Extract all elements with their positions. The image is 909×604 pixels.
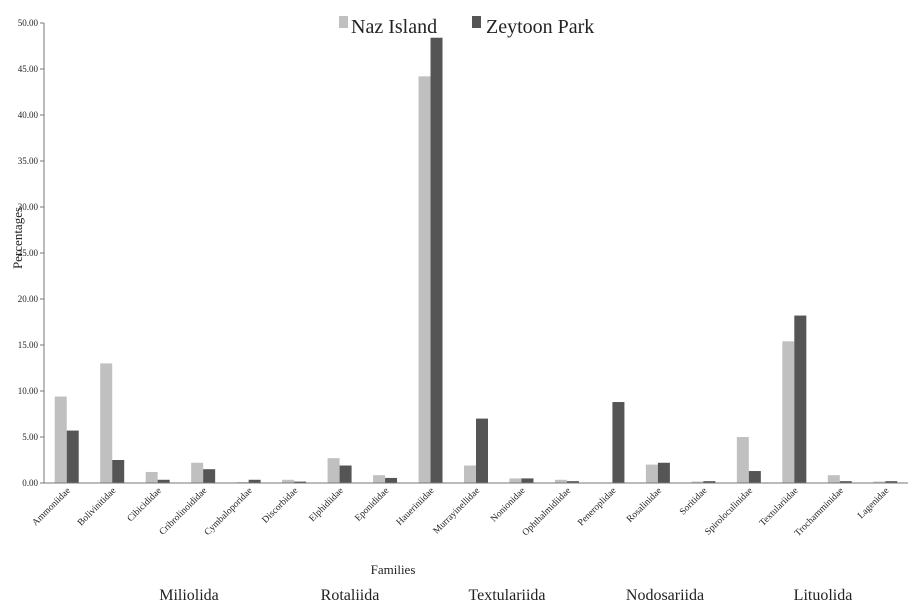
bar-naz-island-soritidae xyxy=(691,481,704,483)
x-tick-label: Soritidae xyxy=(678,486,709,517)
y-tick-label: 25.00 xyxy=(18,248,39,258)
bar-zeytoon-park-peneroplidae xyxy=(612,402,625,483)
bar-naz-island-nonionidae xyxy=(509,478,522,483)
x-tick-label: Nonionidae xyxy=(489,486,527,524)
order-group-labels: Miliolida Rotaliida Textulariida Nodosar… xyxy=(159,587,852,604)
legend-swatch-zeytoon-park xyxy=(472,16,481,28)
x-tick-label: Bolivinitidae xyxy=(76,486,118,528)
bar-naz-island-elphidiidae xyxy=(327,458,340,483)
y-axis-ticks: 0.00 5.00 10.00 15.00 20.00 25.00 30.00 35.00 40… xyxy=(18,18,44,488)
bar-naz-island-bolivinitidae xyxy=(100,363,113,483)
bar-zeytoon-park-cymbaloporidae xyxy=(248,479,261,483)
y-tick-label: 0.00 xyxy=(22,478,38,488)
x-tick-label: Discorbidae xyxy=(261,486,301,526)
y-tick-label: 35.00 xyxy=(18,156,39,166)
x-tick-label: Murrayinellidae xyxy=(432,486,482,536)
x-tick-label: Elphidiidae xyxy=(308,486,346,524)
bar-naz-island-haueriniidae xyxy=(418,76,431,484)
bar-zeytoon-park-lagenidae xyxy=(885,481,898,483)
legend: Naz Island Zeytoon Park xyxy=(339,16,594,38)
bar-zeytoon-park-elphidiidae xyxy=(339,465,352,483)
bar-zeytoon-park-haueriniidae xyxy=(430,37,443,483)
y-tick-label: 30.00 xyxy=(18,202,39,212)
x-tick-label: Spiroloculinidae xyxy=(703,486,754,537)
bar-naz-island-cibicididae xyxy=(145,471,158,483)
bar-naz-island-ammoniidae xyxy=(54,396,67,483)
bar-zeytoon-park-nonionidae xyxy=(521,478,534,483)
y-tick-label: 15.00 xyxy=(18,340,39,350)
x-tick-label: Rosalinidae xyxy=(625,486,664,525)
bars-layer xyxy=(54,37,898,484)
bar-naz-island-eponididae xyxy=(373,475,386,483)
group-label-nodosariida: Nodosariida xyxy=(626,587,704,604)
bar-naz-island-textulariidae xyxy=(782,341,795,483)
x-tick-label: Cymbaloporidae xyxy=(203,486,255,538)
bar-naz-island-trochamminidae xyxy=(827,475,840,483)
x-tick-label: Trochamminidae xyxy=(793,486,846,539)
x-axis-label: Families xyxy=(371,562,416,577)
legend-label-zeytoon-park: Zeytoon Park xyxy=(486,16,594,38)
x-tick-label: Cribrolinoididae xyxy=(158,486,209,537)
bar-zeytoon-park-ammoniidae xyxy=(66,430,79,483)
x-tick-label: Haueriniidae xyxy=(395,486,437,528)
bar-zeytoon-park-discorbidae xyxy=(294,481,307,483)
bar-naz-island-ophthalmidiidae xyxy=(554,479,567,483)
y-tick-label: 20.00 xyxy=(18,294,39,304)
legend-swatch-naz-island xyxy=(339,16,348,28)
x-tick-label: Eponididae xyxy=(354,486,392,524)
x-tick-label: Ammoniidae xyxy=(31,486,73,528)
bar-zeytoon-park-murrayinellidae xyxy=(476,418,488,483)
x-tick-label: Ophthalmidiidae xyxy=(521,486,573,538)
x-tick-label: Cibicididae xyxy=(126,486,164,524)
x-tick-label: Lagenidae xyxy=(856,486,891,521)
group-label-rotaliida: Rotaliida xyxy=(321,587,380,604)
x-axis-tick-labels: Ammoniidae Bolivinitidae CibicididaeCribro… xyxy=(31,486,892,539)
bar-naz-island-rosalinidae xyxy=(645,464,658,483)
group-label-lituolida: Lituolida xyxy=(794,587,853,604)
x-tick-label: Peneroplidae xyxy=(576,486,618,528)
bar-zeytoon-park-bolivinitidae xyxy=(112,460,125,483)
x-tick-label: Textulariidae xyxy=(758,486,800,528)
bar-naz-island-discorbidae xyxy=(282,479,295,483)
bar-zeytoon-park-eponididae xyxy=(385,477,398,483)
group-label-textulariida: Textulariida xyxy=(468,587,545,604)
legend-label-naz-island: Naz Island xyxy=(351,16,437,38)
bar-zeytoon-park-textulariidae xyxy=(794,315,807,483)
group-label-miliolida: Miliolida xyxy=(159,587,219,604)
bar-naz-island-cribrolinoididae xyxy=(191,462,204,483)
bar-naz-island-lagenidae xyxy=(873,481,886,483)
bar-zeytoon-park-trochamminidae xyxy=(839,481,852,483)
y-tick-label: 5.00 xyxy=(22,432,38,442)
bar-zeytoon-park-rosalinidae xyxy=(657,462,670,483)
bar-zeytoon-park-cribrolinoididae xyxy=(203,469,216,483)
bar-naz-island-murrayinellidae xyxy=(464,465,476,483)
y-axis-label: Percentages xyxy=(10,207,25,269)
y-tick-label: 40.00 xyxy=(18,110,39,120)
bar-zeytoon-park-ophthalmidiidae xyxy=(566,481,579,483)
bar-zeytoon-park-cibicididae xyxy=(157,479,170,483)
bar-zeytoon-park-soritidae xyxy=(703,481,716,483)
y-tick-label: 50.00 xyxy=(18,18,39,28)
bar-naz-island-spiroloculinidae xyxy=(736,437,749,483)
y-tick-label: 45.00 xyxy=(18,64,39,74)
bar-zeytoon-park-spiroloculinidae xyxy=(748,471,761,483)
y-tick-label: 10.00 xyxy=(18,386,39,396)
